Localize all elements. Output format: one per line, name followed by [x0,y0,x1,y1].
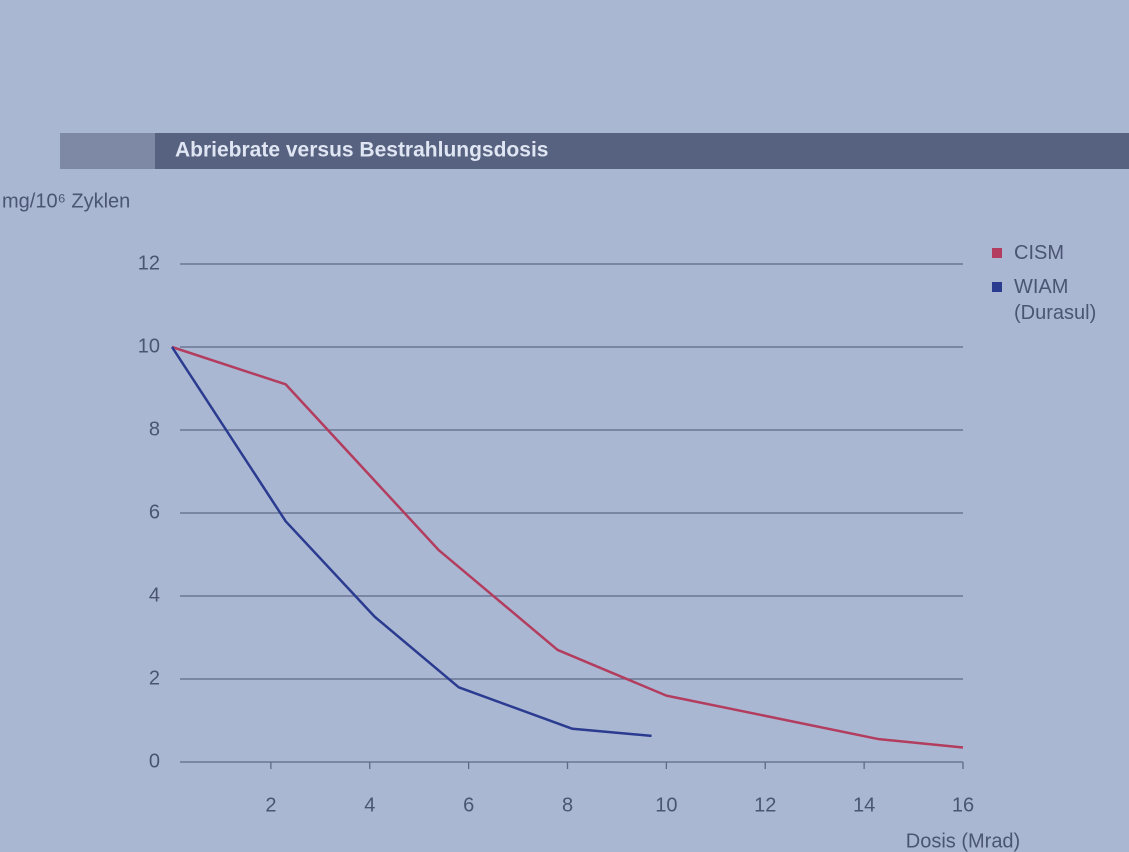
x-tick-label: 10 [655,794,677,816]
legend-label: WIAM (Durasul) [1014,276,1097,324]
x-axis-label: Dosis (Mrad) [906,830,1020,852]
x-tick-label: 8 [562,794,573,816]
chart-title: Abriebrate versus Bestrahlungsdosis [175,139,548,162]
x-tick-label: 2 [265,794,276,816]
y-axis-label: mg/10⁶ Zyklen [2,190,130,212]
legend-swatch [992,282,1002,292]
title-bar [60,133,1129,169]
y-tick-label: 2 [149,667,160,689]
y-tick-label: 10 [138,335,160,357]
y-tick-label: 12 [138,252,160,274]
x-tick-label: 16 [952,794,974,816]
series-line [171,345,964,749]
legend-swatch [992,248,1002,258]
legend-label: CISM [1014,242,1064,264]
y-tick-label: 6 [149,501,160,523]
y-tick-label: 0 [149,750,160,772]
y-tick-label: 4 [149,584,160,606]
x-tick-label: 6 [463,794,474,816]
legend-item: WIAM (Durasul) [992,274,1122,326]
title-bar-accent [60,133,155,169]
legend: CISM WIAM (Durasul) [992,240,1122,334]
x-tick-label: 4 [364,794,375,816]
x-tick-label: 12 [754,794,776,816]
y-tick-label: 8 [149,418,160,440]
series-line [170,346,652,738]
legend-item: CISM [992,240,1122,266]
x-tick-label: 14 [853,794,875,816]
